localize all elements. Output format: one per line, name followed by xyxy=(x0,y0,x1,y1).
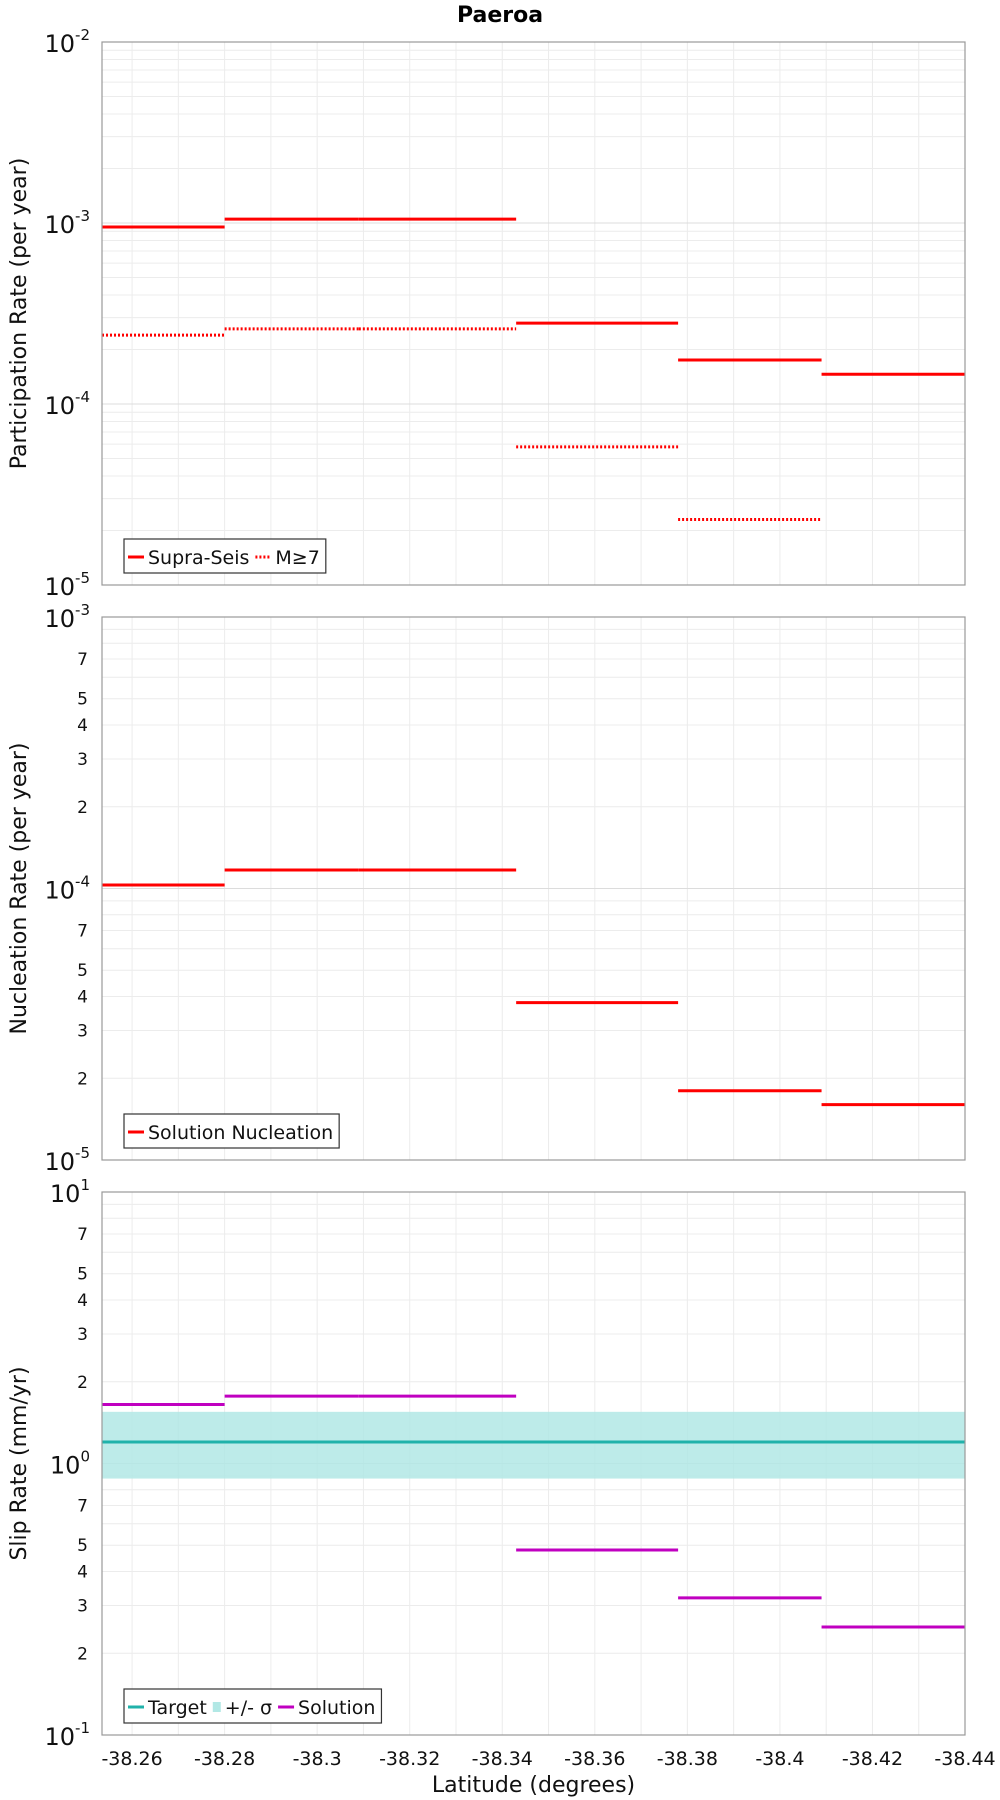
y-minor-tick-label: 2 xyxy=(77,1644,88,1664)
sigma-band xyxy=(102,1411,965,1479)
plot-frame xyxy=(101,616,966,1161)
legend-nucleation: Solution Nucleation xyxy=(123,1113,340,1149)
y-tick-label: 10-3 xyxy=(44,207,90,239)
legend-label: Target xyxy=(147,1697,207,1719)
y-tick-label: 10-3 xyxy=(44,601,90,633)
x-tick-label: -38.42 xyxy=(842,1748,903,1770)
panel-nucleation: 10-5 10-4 10-3 7 5 4 3 2 7 5 4 3 2 Nucleation Rate (p… xyxy=(7,601,966,1176)
y-tick-label: 10-2 xyxy=(44,26,90,58)
y-tick-label: 101 xyxy=(50,1176,90,1208)
plot-frame xyxy=(101,1191,966,1736)
y-tick-label: 10-1 xyxy=(44,1719,90,1751)
x-tick-label: -38.34 xyxy=(472,1748,533,1770)
legend-label: M≥7 xyxy=(275,547,319,569)
panel-slip: 10-1 100 101 7 5 4 3 2 7 5 4 3 2 Slip Rate (mm/yr) -38… xyxy=(7,1176,996,1798)
x-tick-label: -38.28 xyxy=(194,1748,255,1770)
legend-frame xyxy=(123,1688,383,1724)
y-axis-title-nucleation: Nucleation Rate (per year) xyxy=(7,743,32,1035)
x-tick-label: -38.38 xyxy=(657,1748,718,1770)
y-minor-tick-label: 5 xyxy=(77,1265,88,1285)
y-minor-tick-label: 3 xyxy=(77,750,88,770)
x-tick-label: -38.36 xyxy=(564,1748,625,1770)
y-minor-tick-label: 3 xyxy=(77,1325,88,1345)
y-minor-tick-label: 4 xyxy=(77,1563,88,1583)
x-tick-label: -38.3 xyxy=(293,1748,342,1770)
chart-panels: 10-5 10-4 10-3 10-2 Participation Rate (per … xyxy=(7,26,996,1798)
y-minor-tick-label: 3 xyxy=(77,1021,88,1041)
plot-frame xyxy=(101,41,966,586)
y-tick-label: 10-5 xyxy=(44,1144,90,1176)
legend-label: Solution xyxy=(298,1697,375,1719)
y-tick-label: 10-5 xyxy=(44,569,90,601)
y-tick-label: 10-4 xyxy=(44,873,90,905)
y-minor-tick-label: 7 xyxy=(77,650,88,670)
legend-frame xyxy=(123,538,327,574)
legend-label: Supra-Seis xyxy=(148,547,249,569)
legend-frame xyxy=(123,1113,340,1149)
legend-label: Solution Nucleation xyxy=(148,1122,333,1144)
x-tick-label: -38.4 xyxy=(755,1748,804,1770)
y-minor-tick-label: 2 xyxy=(77,1373,88,1393)
y-minor-tick-label: 4 xyxy=(77,1291,88,1311)
y-axis-title-slip: Slip Rate (mm/yr) xyxy=(7,1366,32,1560)
y-minor-tick-label: 5 xyxy=(77,1536,88,1556)
legend-label: +/- σ xyxy=(225,1697,272,1719)
y-minor-tick-label: 7 xyxy=(77,922,88,942)
chart-title: Paeroa xyxy=(457,3,543,28)
panel-participation: 10-5 10-4 10-3 10-2 Participation Rate (per … xyxy=(7,26,966,601)
x-tick-label: -38.32 xyxy=(379,1748,440,1770)
legend-participation: Supra-Seis M≥7 xyxy=(123,538,327,574)
y-minor-tick-label: 5 xyxy=(77,961,88,981)
y-axis-title-participation: Participation Rate (per year) xyxy=(7,158,32,470)
y-minor-tick-label: 7 xyxy=(77,1225,88,1245)
y-minor-tick-label: 5 xyxy=(77,690,88,710)
y-minor-tick-label: 7 xyxy=(77,1497,88,1517)
legend-slip: Target +/- σ Solution xyxy=(123,1688,383,1724)
legend-swatch xyxy=(212,1702,221,1712)
x-axis-title: Latitude (degrees) xyxy=(432,1773,635,1798)
y-minor-tick-label: 4 xyxy=(77,988,88,1008)
y-minor-tick-label: 2 xyxy=(77,1069,88,1089)
y-tick-label: 10-4 xyxy=(44,388,90,420)
y-minor-tick-label: 3 xyxy=(77,1596,88,1616)
y-minor-tick-label: 2 xyxy=(77,798,88,818)
x-tick-label: -38.26 xyxy=(101,1748,162,1770)
y-minor-tick-label: 4 xyxy=(77,716,88,736)
x-tick-label: -38.44 xyxy=(934,1748,995,1770)
y-tick-label: 100 xyxy=(50,1448,90,1480)
